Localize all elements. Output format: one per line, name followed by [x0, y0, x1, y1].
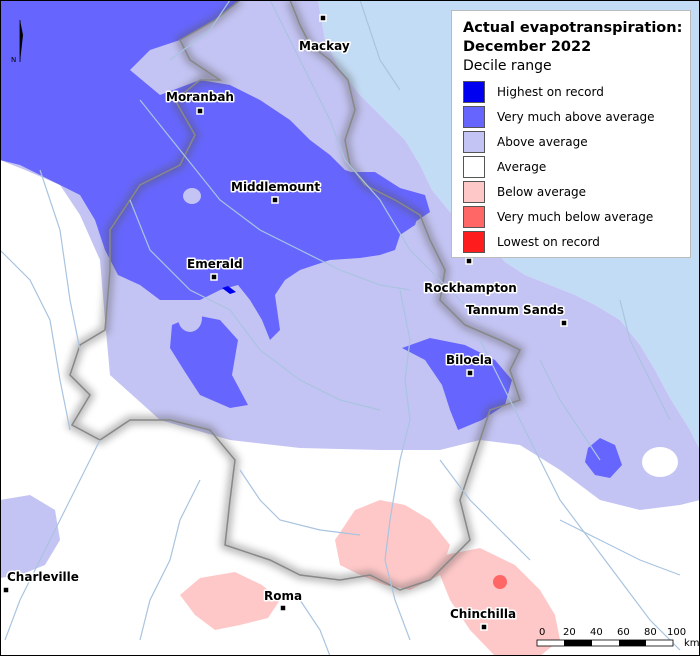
town-tannum-sands[interactable]: Tannum Sands [465, 302, 568, 327]
scale-tick-80: 80 [644, 627, 657, 638]
scale-tick-60: 60 [617, 627, 630, 638]
legend-label: Average [497, 159, 547, 174]
legend: Actual evapotranspiration: December 2022… [451, 10, 691, 258]
town-middlemount[interactable]: Middlemount [230, 179, 322, 204]
legend-item-below: Below average [463, 179, 690, 204]
legend-label: Above average [497, 134, 588, 149]
legend-title-line2: December 2022 [463, 39, 592, 55]
rivers [0, 0, 681, 656]
legend-item-highest: Highest on record [463, 79, 690, 104]
region-below-average-roma [180, 572, 280, 630]
town-marker [271, 196, 279, 204]
town-charleville[interactable]: Charleville [2, 569, 80, 594]
town-marker [279, 604, 287, 612]
town-label: Emerald [187, 257, 243, 271]
scale-unit: km [684, 638, 700, 649]
scale-bar-frame [536, 639, 674, 647]
region-very-much-above-average-emerald [170, 315, 248, 408]
legend-item-lowest: Lowest on record [463, 229, 690, 254]
town-label: Roma [264, 589, 302, 603]
town-emerald[interactable]: Emerald [186, 256, 244, 281]
town-marker [465, 257, 473, 265]
scale-tick-100: 100 [667, 627, 686, 638]
region-very-much-above-average-biloela [402, 338, 512, 430]
legend-swatch [463, 80, 485, 103]
town-marker [480, 623, 488, 631]
town-label: Middlemount [231, 180, 320, 194]
legend-item-very-much-below: Very much below average [463, 204, 690, 229]
legend-swatch [463, 105, 485, 128]
town-mackay[interactable]: Mackay [298, 14, 351, 55]
legend-label: Lowest on record [497, 234, 600, 249]
town-marker [196, 107, 204, 115]
scale-bar: 0 20 40 60 80 100 km [536, 627, 700, 649]
legend-label: Below average [497, 184, 587, 199]
region-very-much-above-average [0, 0, 420, 340]
legend-item-average: Average [463, 154, 690, 179]
town-marker [2, 586, 10, 594]
town-moranbah[interactable]: Moranbah [165, 89, 235, 115]
legend-swatch [463, 155, 485, 178]
scale-tick-20: 20 [563, 627, 576, 638]
north-label: N [11, 56, 16, 64]
town-label: Mackay [299, 39, 350, 53]
north-arrow-icon [20, 20, 23, 62]
legend-swatch [463, 205, 485, 228]
region-below-average-central [335, 500, 450, 590]
catchment-boundary [69, 0, 522, 591]
legend-label: Very much below average [497, 209, 654, 224]
legend-item-very-much-above: Very much above average [463, 104, 690, 129]
town-roma[interactable]: Roma [263, 588, 304, 612]
legend-swatch [463, 180, 485, 203]
scale-tick-40: 40 [590, 627, 603, 638]
region-very-much-above-average-east [585, 438, 622, 478]
region-very-much-below-average [493, 575, 507, 589]
legend-title-line1: Actual evapotranspiration: [463, 20, 683, 36]
town-rockhampton[interactable]: Rockhampton [423, 257, 518, 297]
town-marker [560, 319, 568, 327]
legend-subtitle: Decile range [463, 58, 552, 74]
town-label: Biloela [446, 353, 492, 367]
legend-item-above: Above average [463, 129, 690, 154]
region-highest-on-record [222, 286, 236, 294]
legend-swatch [463, 130, 485, 153]
town-chinchilla[interactable]: Chinchilla [449, 606, 518, 631]
town-label: Tannum Sands [466, 303, 564, 317]
hole-middlemount [183, 188, 201, 204]
region-below-average-chinchilla [440, 548, 560, 656]
hole-east [642, 447, 678, 477]
town-label: Chinchilla [450, 607, 516, 621]
north-arrow: N [11, 20, 23, 64]
town-biloela[interactable]: Biloela [445, 352, 493, 377]
scale-bar-segment [564, 640, 592, 646]
scale-tick-0: 0 [539, 627, 545, 638]
legend-label: Highest on record [497, 84, 604, 99]
hole-emerald [178, 304, 202, 332]
region-above-average-west [0, 495, 60, 578]
town-marker [466, 369, 474, 377]
town-marker [319, 14, 327, 22]
town-label: Rockhampton [424, 281, 517, 295]
legend-label: Very much above average [497, 109, 655, 124]
town-marker [210, 273, 218, 281]
scale-bar-segment [619, 640, 646, 646]
town-label: Charleville [7, 570, 79, 584]
town-label: Moranbah [166, 90, 234, 104]
legend-swatch [463, 230, 485, 253]
